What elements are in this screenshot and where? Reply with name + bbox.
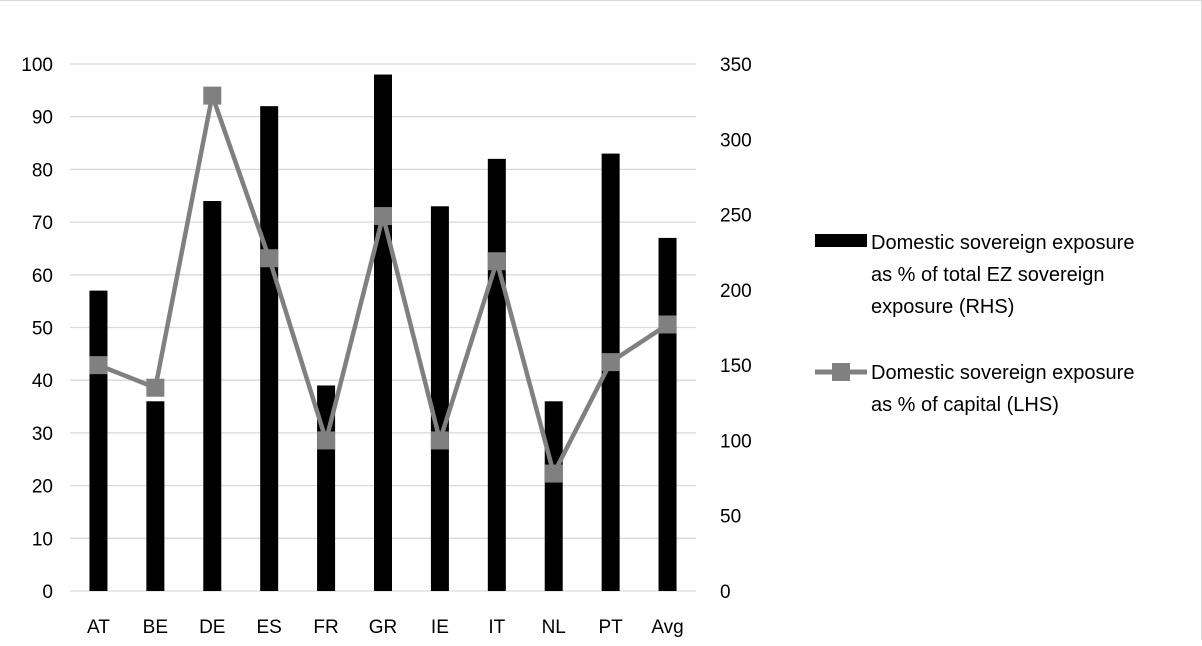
left-tick-label: 70	[32, 213, 53, 234]
line-marker	[430, 431, 449, 450]
bar	[487, 158, 506, 592]
line-marker	[601, 353, 620, 372]
bar	[203, 201, 222, 591]
category-label: BE	[143, 617, 168, 638]
line-marker	[146, 378, 165, 397]
line-marker	[487, 252, 506, 271]
category-label: Avg	[651, 617, 683, 638]
right-tick-label: 250	[720, 206, 752, 227]
line-marker	[203, 86, 222, 105]
left-tick-label: 20	[32, 477, 53, 498]
legend-bar-label-line-3: exposure (RHS)	[871, 296, 1014, 318]
right-tick-label: 200	[720, 281, 752, 302]
category-label: IE	[431, 617, 449, 638]
left-tick-label: 50	[32, 319, 53, 340]
left-tick-label: 60	[32, 266, 53, 287]
legend: Domestic sovereign exposure as % of tota…	[815, 232, 1134, 416]
line-marker	[89, 356, 108, 375]
category-label: PT	[598, 617, 623, 638]
left-axis-ticks: 0 10 20 30 40 50 60 70 80 90 100	[21, 55, 53, 603]
line-marker	[317, 431, 336, 450]
left-tick-label: 40	[32, 371, 53, 392]
line-marker	[544, 464, 563, 483]
bar	[430, 206, 449, 592]
left-tick-label: 0	[42, 582, 53, 603]
right-tick-label: 50	[720, 507, 741, 528]
line-marker	[374, 207, 392, 226]
legend-bar-label-line-2: as % of total EZ sovereign	[871, 264, 1104, 286]
left-tick-label: 30	[32, 424, 53, 445]
left-tick-label: 10	[32, 529, 53, 550]
legend-bar-swatch	[815, 234, 867, 247]
left-tick-label: 90	[32, 108, 53, 129]
line-marker	[658, 315, 677, 334]
legend-line-label-line-2: as % of capital (LHS)	[871, 394, 1059, 416]
right-tick-label: 0	[720, 582, 731, 603]
bar	[146, 401, 165, 591]
bar	[374, 74, 392, 592]
right-tick-label: 100	[720, 431, 752, 452]
bar	[601, 153, 620, 591]
right-tick-label: 300	[720, 130, 752, 151]
right-axis-ticks: 0 50 100 150 200 250 300 350	[720, 55, 752, 603]
category-label: DE	[199, 617, 225, 638]
left-tick-label: 100	[21, 55, 53, 76]
category-label: ES	[257, 617, 282, 638]
category-labels: AT BE DE ES FR GR IE IT NL PT Avg	[87, 617, 684, 638]
category-label: FR	[313, 617, 338, 638]
right-tick-label: 150	[720, 356, 752, 377]
legend-line-label-line-1: Domestic sovereign exposure	[871, 362, 1134, 384]
bar	[260, 106, 279, 591]
category-label: GR	[369, 617, 398, 638]
right-tick-label: 350	[720, 55, 752, 76]
legend-line-marker	[832, 363, 850, 381]
bar	[658, 237, 677, 591]
bar	[544, 401, 563, 591]
line-marker	[260, 249, 279, 268]
category-label: IT	[488, 617, 505, 638]
category-label: AT	[87, 617, 110, 638]
bar-series	[89, 74, 677, 592]
line-series	[89, 86, 677, 483]
category-label: NL	[542, 617, 566, 638]
legend-bar-label-line-1: Domestic sovereign exposure	[871, 232, 1134, 254]
bar	[89, 290, 108, 591]
left-tick-label: 80	[32, 160, 53, 181]
